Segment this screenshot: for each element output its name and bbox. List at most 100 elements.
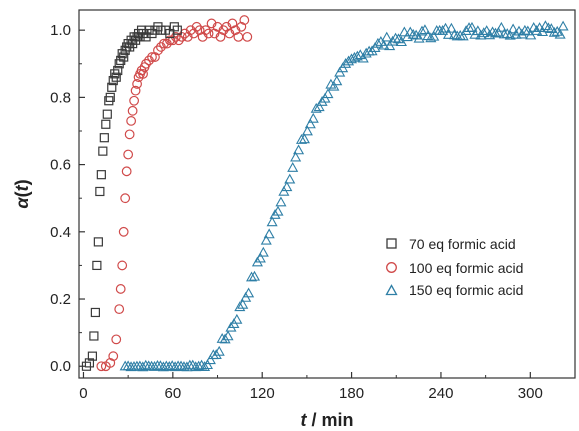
data-point-circle — [105, 357, 116, 368]
data-point-circle — [117, 260, 128, 271]
data-point-triangle — [448, 29, 460, 40]
data-point-triangle — [357, 52, 369, 63]
data-point-circle — [129, 95, 140, 106]
x-axis-variable: t — [300, 410, 307, 430]
data-point-triangle — [381, 31, 393, 42]
data-point-circle — [156, 42, 166, 52]
data-point-triangle — [492, 26, 504, 37]
data-point-circle — [138, 68, 148, 79]
x-tick-label: 120 — [250, 385, 275, 402]
markers-layer — [81, 15, 569, 372]
data-point-triangle — [310, 102, 322, 113]
data-point-square — [99, 133, 109, 143]
data-point-square — [96, 170, 106, 180]
data-point-circle — [203, 28, 214, 39]
data-point-circle — [114, 304, 125, 315]
legend-circle-marker — [386, 262, 397, 273]
data-point-triangle — [322, 88, 334, 99]
data-point-triangle — [134, 360, 146, 371]
data-point-triangle — [231, 313, 243, 324]
data-point-triangle — [210, 349, 222, 359]
data-point-triangle — [298, 133, 310, 144]
data-point-triangle — [260, 234, 272, 245]
data-point-circle — [200, 25, 211, 36]
data-point-triangle — [439, 22, 452, 33]
y-axis-argument: t — [12, 184, 32, 191]
data-point-triangle — [428, 30, 440, 41]
data-point-square — [93, 237, 103, 247]
data-point-circle — [150, 52, 160, 62]
data-point-square — [105, 92, 115, 102]
data-point-triangle — [478, 27, 490, 38]
x-tick-label: 300 — [518, 385, 543, 402]
data-point-circle — [127, 105, 138, 116]
data-point-triangle — [243, 287, 255, 298]
data-point-triangle — [351, 50, 363, 61]
data-point-triangle — [246, 271, 258, 282]
data-point-triangle — [284, 173, 296, 184]
data-point-triangle — [293, 144, 305, 155]
data-point-triangle — [395, 36, 407, 47]
data-point-square — [92, 260, 102, 271]
data-point-circle — [236, 21, 247, 32]
data-point-triangle — [331, 75, 343, 86]
data-point-circle — [123, 149, 134, 160]
data-point-circle — [170, 31, 181, 42]
data-point-triangle — [457, 30, 469, 41]
x-tick-label: 0 — [79, 385, 87, 402]
data-point-triangle — [307, 112, 319, 123]
data-point-circle — [111, 334, 122, 345]
data-point-triangle — [154, 360, 166, 371]
data-point-circle — [161, 38, 172, 49]
data-point-square — [102, 109, 112, 119]
data-point-circle — [124, 129, 135, 140]
data-point-triangle — [451, 30, 463, 41]
data-point-triangle — [519, 24, 531, 35]
data-point-circle — [130, 85, 141, 96]
data-point-triangle — [201, 359, 214, 370]
data-point-square — [108, 75, 118, 86]
data-point-triangle — [219, 333, 231, 344]
data-point-square — [169, 22, 179, 32]
data-point-triangle — [466, 21, 478, 32]
data-point-triangle — [301, 125, 313, 136]
y-tick-label: 0.0 — [50, 358, 71, 375]
data-point-circle — [120, 193, 131, 204]
data-point-triangle — [272, 205, 284, 216]
data-point-square — [104, 96, 114, 106]
data-point-circle — [167, 35, 178, 46]
data-point-triangle — [442, 29, 455, 39]
data-point-triangle — [140, 359, 152, 370]
data-point-square — [119, 52, 129, 62]
data-point-triangle — [137, 361, 149, 372]
data-point-circle — [188, 28, 199, 39]
y-axis-paren-open: ( — [12, 191, 32, 197]
x-tick-label: 240 — [428, 385, 453, 402]
data-point-circle — [239, 15, 250, 25]
ticks-layer: 0 60 120 180 240 300 0.0 0.2 0.4 0.6 0.8 1.0 — [50, 22, 543, 402]
data-point-circle — [227, 18, 238, 29]
data-point-circle — [153, 45, 163, 56]
data-point-square — [90, 307, 100, 318]
data-point-triangle — [328, 80, 340, 91]
data-point-triangle — [163, 361, 175, 371]
data-point-circle — [141, 58, 151, 69]
data-point-circle — [218, 25, 229, 36]
data-point-triangle — [437, 25, 449, 35]
data-point-triangle — [378, 39, 390, 50]
data-point-triangle — [489, 27, 502, 38]
data-point-circle — [144, 55, 154, 66]
data-point-triangle — [413, 32, 425, 43]
data-point-triangle — [149, 360, 161, 371]
data-point-circle — [147, 52, 157, 62]
data-point-triangle — [481, 25, 493, 36]
data-point-triangle — [234, 301, 246, 312]
data-point-triangle — [554, 28, 566, 39]
legend-label-100eq: 100 eq formic acid — [409, 260, 523, 276]
data-point-triangle — [366, 45, 378, 56]
data-point-triangle — [507, 23, 519, 34]
data-point-circle — [108, 351, 119, 362]
data-point-triangle — [175, 360, 187, 371]
data-point-circle — [221, 21, 232, 32]
